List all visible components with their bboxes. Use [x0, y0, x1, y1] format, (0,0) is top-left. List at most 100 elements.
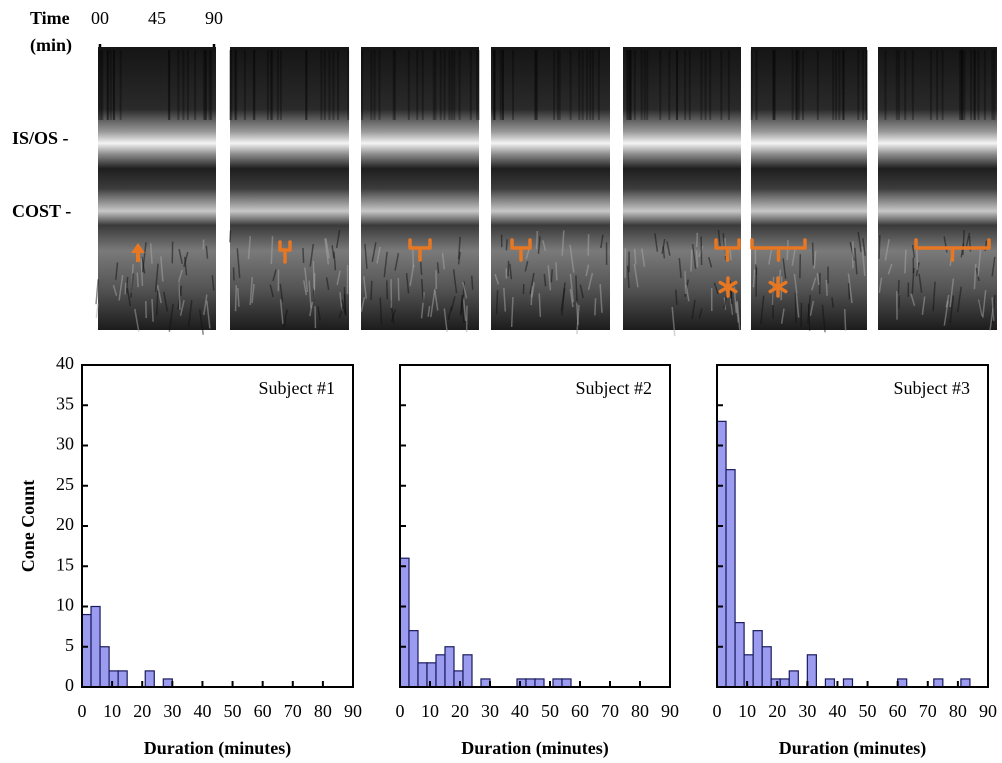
bar — [99, 646, 110, 688]
speckle — [95, 279, 99, 305]
x-axis-label: Duration (minutes) — [461, 738, 609, 759]
speckle — [575, 275, 578, 304]
speckle — [141, 242, 147, 273]
speckle — [695, 232, 699, 248]
bar — [435, 654, 446, 688]
speckle — [854, 247, 858, 275]
speckle — [585, 264, 590, 277]
asterisk — [768, 276, 788, 298]
speckle — [960, 243, 965, 258]
bar — [462, 654, 473, 688]
speckle — [325, 277, 330, 291]
x-tick-label: 30 — [798, 701, 816, 721]
speckle — [302, 247, 305, 264]
bar — [897, 678, 908, 688]
speckle — [916, 246, 919, 270]
speckle — [198, 309, 205, 335]
speckle — [918, 273, 923, 293]
speckle — [878, 277, 883, 293]
x-tick-label: 80 — [949, 701, 967, 721]
bar — [752, 630, 763, 688]
bracket — [408, 238, 432, 262]
speckle — [229, 230, 232, 243]
bracket — [278, 240, 292, 264]
bar — [770, 678, 781, 688]
bar — [960, 678, 971, 688]
speckle — [633, 248, 637, 265]
time-label: Time — [30, 8, 70, 28]
bar — [788, 670, 799, 688]
speckle — [452, 269, 458, 294]
bar — [933, 678, 944, 688]
x-axis-label: Duration (minutes) — [779, 738, 927, 759]
speckle — [878, 235, 881, 259]
speckle — [943, 236, 948, 253]
speckle — [386, 280, 389, 300]
bar — [534, 678, 545, 688]
y-tick-label: 35 — [56, 393, 74, 413]
speckle — [965, 232, 971, 247]
speckle — [363, 276, 367, 299]
layer-label: COST - — [12, 201, 71, 221]
speckle — [633, 263, 639, 288]
bar — [761, 646, 772, 688]
x-tick-label: 0 — [78, 701, 87, 721]
speckle — [154, 263, 159, 292]
chart-title: Subject #1 — [259, 378, 336, 398]
x-tick-label: 90 — [344, 701, 362, 721]
y-tick-label: 5 — [65, 635, 74, 655]
bracket — [714, 238, 741, 262]
speckle — [531, 282, 535, 298]
speckle — [904, 249, 907, 274]
speckle — [678, 258, 682, 279]
speckle — [309, 243, 315, 267]
speckle — [95, 303, 99, 318]
bar — [408, 630, 419, 688]
speckle — [962, 230, 965, 256]
speckle — [397, 278, 400, 301]
bar — [525, 678, 536, 688]
speckle — [561, 230, 565, 256]
time-tick: 45 — [148, 8, 166, 28]
speckle — [112, 284, 118, 296]
time-tick: 90 — [205, 8, 223, 28]
speckle — [626, 265, 630, 289]
speckle — [130, 273, 135, 298]
bar — [552, 678, 563, 688]
speckle — [125, 276, 129, 294]
x-tick-label: 70 — [284, 701, 302, 721]
speckle — [921, 296, 926, 315]
speckle — [949, 295, 955, 324]
speckle — [234, 285, 238, 312]
bar — [162, 678, 173, 688]
x-tick-label: 0 — [396, 701, 405, 721]
speckle — [760, 295, 765, 324]
speckle — [115, 262, 119, 280]
speckle — [503, 287, 507, 312]
speckle — [535, 230, 539, 250]
speckle — [312, 261, 316, 291]
speckle — [309, 301, 314, 317]
y-tick-label: 15 — [56, 554, 74, 574]
speckle — [684, 271, 687, 294]
speckle — [911, 244, 916, 258]
speckle — [555, 262, 558, 281]
speckle — [599, 283, 603, 313]
speckle — [303, 280, 308, 296]
bar — [725, 469, 736, 688]
speckle — [560, 282, 566, 312]
speckle — [600, 234, 604, 249]
speckle — [457, 236, 461, 260]
bracket — [914, 238, 991, 262]
speckle — [862, 237, 866, 256]
speckle — [279, 299, 284, 324]
bar — [453, 670, 464, 688]
speckle — [251, 283, 255, 304]
markers — [131, 238, 991, 298]
speckle — [370, 280, 373, 300]
speckle — [270, 236, 274, 265]
oct-image — [878, 47, 997, 330]
speckle — [331, 245, 335, 259]
bar — [516, 678, 527, 688]
speckle — [364, 243, 368, 269]
